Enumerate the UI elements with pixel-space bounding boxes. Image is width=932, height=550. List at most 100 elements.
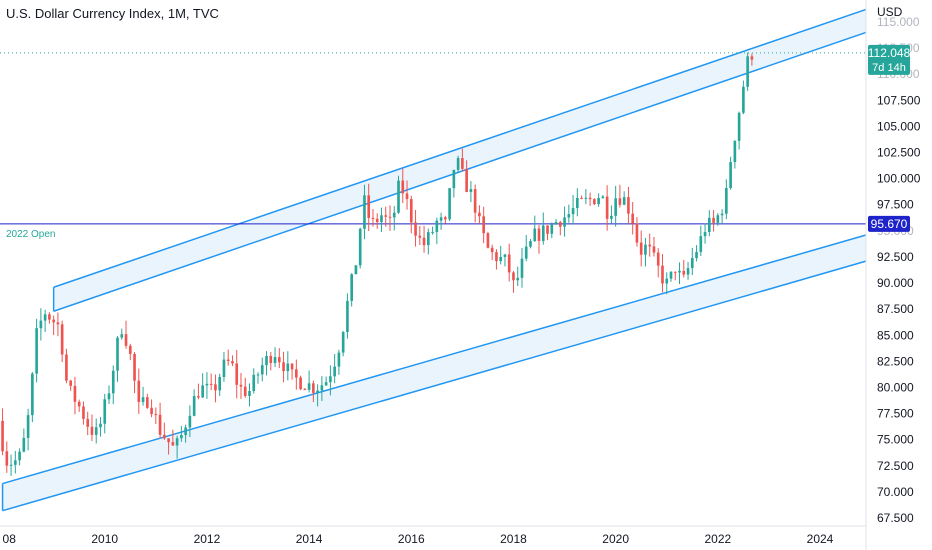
candle-body	[226, 359, 230, 362]
price-tick-9: 92.500	[877, 250, 914, 264]
chart-title: U.S. Dollar Currency Index, 1M, TVC	[6, 6, 219, 21]
candle-body	[256, 374, 260, 376]
candle-body	[346, 300, 349, 333]
candle-body	[593, 199, 596, 205]
candle-body	[48, 314, 51, 320]
channel-layer	[1, 8, 867, 512]
price-tick-15: 77.500	[877, 407, 914, 421]
candle-body	[580, 197, 583, 199]
candle-body	[699, 236, 703, 252]
last-price-countdown: 7d 14h	[872, 62, 906, 74]
open-2022-badge[interactable]	[868, 215, 910, 232]
candle-body	[371, 217, 375, 219]
candle-body	[439, 217, 443, 221]
last-price-badge[interactable]	[868, 44, 910, 75]
candle-body	[673, 271, 677, 273]
candle-body	[197, 396, 200, 398]
time-tick-8: 2024	[807, 532, 834, 546]
candle-body	[99, 423, 102, 428]
candle-body	[746, 56, 749, 87]
candle-body	[461, 158, 464, 169]
candle-body	[388, 216, 392, 218]
price-axis[interactable]: 115.000112.500110.000107.500105.000102.5…	[865, 0, 921, 550]
candle-body	[546, 225, 549, 234]
candles-layer	[1, 52, 754, 476]
candle-body	[375, 218, 379, 223]
candle-body	[239, 384, 243, 387]
price-tick-4: 105.000	[877, 119, 921, 133]
candle-body	[209, 383, 213, 385]
candle-body	[111, 370, 115, 394]
candle-body	[290, 363, 294, 370]
candle-body	[465, 168, 468, 192]
candle-body	[5, 451, 9, 466]
candle-body	[669, 271, 673, 279]
candle-body	[158, 414, 162, 435]
time-tick-6: 2020	[602, 532, 629, 546]
candle-body	[269, 356, 273, 364]
time-tick-0: 08	[3, 532, 17, 546]
candle-body	[401, 180, 405, 194]
candle-body	[320, 385, 324, 391]
candle-body	[422, 237, 426, 246]
candle-body	[571, 208, 575, 215]
candle-body	[644, 244, 647, 255]
candle-body	[337, 352, 341, 367]
candle-body	[303, 389, 307, 391]
candle-body	[703, 232, 707, 237]
candle-body	[392, 212, 396, 218]
candle-body	[73, 385, 77, 402]
candle-body	[686, 268, 690, 275]
candle-body	[473, 189, 477, 213]
candle-body	[299, 377, 302, 390]
candle-body	[248, 390, 251, 396]
candle-body	[137, 380, 141, 402]
candle-body	[65, 354, 68, 381]
candle-body	[31, 373, 34, 416]
candle-body	[358, 228, 362, 266]
candle-body	[414, 222, 417, 236]
candle-body	[22, 437, 26, 452]
candle-body	[563, 217, 566, 227]
candle-body	[469, 189, 473, 192]
price-tick-6: 100.000	[877, 172, 921, 186]
candle-body	[60, 324, 64, 355]
candle-body	[171, 442, 175, 446]
candle-body	[444, 217, 447, 220]
open-2022-value: 95.670	[871, 217, 908, 231]
candle-body	[39, 320, 43, 329]
candle-body	[69, 380, 72, 386]
currency-label: USD	[877, 5, 903, 19]
candle-body	[184, 427, 187, 436]
candle-body	[18, 451, 21, 461]
candle-body	[205, 383, 209, 386]
candle-body	[520, 258, 524, 278]
candle-body	[43, 314, 47, 321]
candle-body	[635, 223, 639, 243]
candle-body	[558, 222, 562, 227]
time-axis[interactable]: 08 2010 2012 2014 2016 2018 2020 2022 2024	[0, 525, 866, 546]
candle-body	[120, 334, 124, 338]
candle-body	[295, 369, 298, 378]
candle-body	[678, 270, 681, 273]
candle-body	[486, 233, 490, 248]
price-tick-0: 115.000	[877, 15, 920, 29]
channel-upper-line-b	[53, 31, 867, 312]
candle-body	[495, 252, 498, 262]
candle-body	[537, 228, 541, 241]
candle-body	[56, 322, 60, 325]
candle-body	[243, 386, 247, 396]
candle-body	[426, 232, 430, 246]
channel-upper-fill	[53, 9, 867, 312]
channel-upper-line-a	[53, 8, 867, 288]
candle-body	[648, 244, 652, 247]
candle-body	[456, 158, 460, 170]
candle-body	[533, 228, 537, 242]
candle-body	[94, 427, 98, 435]
channel-lower-line-a	[2, 234, 867, 485]
candle-body	[499, 256, 503, 262]
candle-body	[729, 162, 732, 189]
candle-body	[712, 217, 715, 223]
candle-body	[231, 361, 234, 364]
